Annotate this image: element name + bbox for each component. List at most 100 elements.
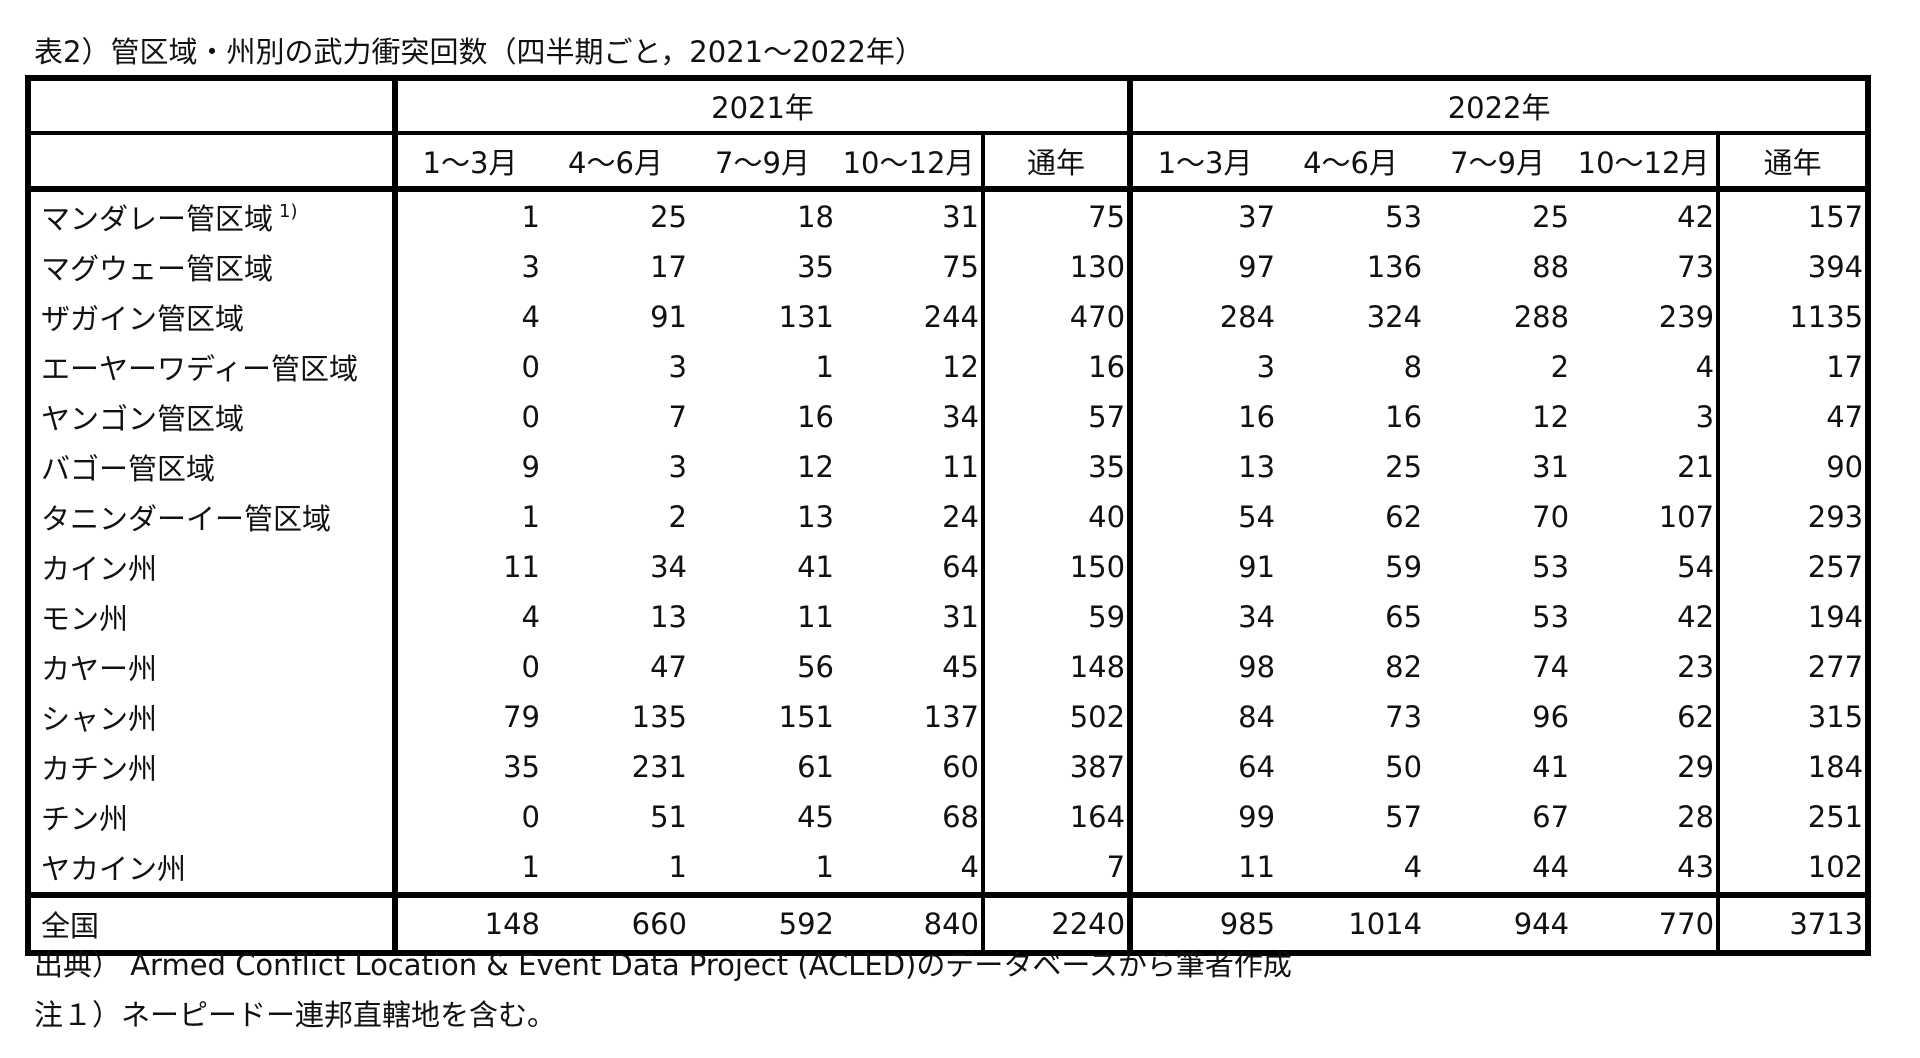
- quarter-cell: 25: [650, 200, 687, 234]
- region-label: マンダレー管区域 1): [28, 189, 395, 242]
- quarter-cell: 13: [797, 500, 834, 534]
- quarter-cell: 29: [1677, 750, 1715, 784]
- quarter-cell: 4: [960, 850, 979, 884]
- annual-cell: 150: [980, 542, 1131, 592]
- total-annual-cell: 2240: [980, 892, 1131, 953]
- region-name: モン州: [41, 602, 129, 636]
- quarter-cell: 4: [392, 292, 542, 342]
- quarter-cell: 135: [631, 700, 687, 734]
- quarter-cell: 3: [392, 242, 542, 292]
- quarter-cell: 31: [1532, 450, 1570, 484]
- annual-cell: 35: [980, 442, 1131, 492]
- annual-cell: 164: [980, 792, 1131, 842]
- footnote-marker: 1): [279, 201, 298, 222]
- annual-cell: 257: [1716, 542, 1869, 592]
- region-label: モン州: [28, 592, 395, 642]
- quarter-cell: 57: [1385, 800, 1423, 834]
- quarter-cell: 284: [1127, 292, 1278, 342]
- quarter-cell: 12: [1532, 400, 1570, 434]
- quarter-cell: 79: [392, 692, 542, 742]
- quarter-cell: 17: [650, 250, 687, 284]
- year-header-2022: 2022年: [1127, 78, 1869, 135]
- annual-cell: 315: [1716, 692, 1869, 742]
- quarter-cell: 98: [1127, 642, 1278, 692]
- quarter-header: 1～3月: [1127, 133, 1278, 192]
- table-row: カイン州 11 34 41 64 150 91 59 53 54 257: [28, 542, 1869, 592]
- quarter-cell: 42: [1677, 200, 1715, 234]
- quarter-cell: 3: [1695, 400, 1715, 434]
- corner-cell: [28, 133, 395, 192]
- quarter-cell: 288: [1513, 300, 1570, 334]
- annual-cell: 47: [1716, 392, 1869, 442]
- quarter-cell: 60: [942, 750, 979, 784]
- annual-cell: 470: [980, 292, 1131, 342]
- region-name: バゴー管区域: [41, 452, 216, 486]
- quarter-cell: 24: [942, 500, 979, 534]
- quarter-cell: 51: [650, 800, 687, 834]
- region-name: マンダレー管区域: [41, 202, 274, 236]
- quarter-cell: 151: [778, 700, 834, 734]
- annual-cell: 102: [1716, 842, 1869, 895]
- quarter-header-row: 1～3月 4～6月 7～9月 10～12月 通年 1～3月 4～6月 7～9月 …: [28, 133, 1869, 192]
- quarter-cell: 4: [1695, 350, 1715, 384]
- quarter-cell: 31: [942, 200, 979, 234]
- annual-cell: 75: [980, 189, 1131, 242]
- annual-cell: 502: [980, 692, 1131, 742]
- total-cell: 148: [392, 892, 542, 953]
- total-cell: 985: [1127, 892, 1278, 953]
- quarter-cell: 82: [1385, 650, 1423, 684]
- quarter-cell: 244: [923, 300, 979, 334]
- quarter-cell: 137: [923, 700, 979, 734]
- quarter-cell: 54: [1127, 492, 1278, 542]
- quarter-cell: 3: [668, 450, 687, 484]
- footnote: 注１）ネーピードー連邦直轄地を含む。: [34, 998, 557, 1032]
- quarter-cell: 11: [392, 542, 542, 592]
- total-annual-cell: 3713: [1716, 892, 1869, 953]
- quarter-cell: 0: [392, 342, 542, 392]
- quarter-cell: 4: [1403, 850, 1423, 884]
- region-name: カチン州: [41, 752, 158, 786]
- quarter-header: 4～6月: [542, 133, 689, 192]
- table-row: シャン州 79 135 151 137 502 84 73 96 62 315: [28, 692, 1869, 742]
- quarter-cell: 53: [1385, 200, 1423, 234]
- annual-header: 通年: [980, 133, 1131, 192]
- quarter-cell: 67: [1532, 800, 1570, 834]
- annual-cell: 387: [980, 742, 1131, 792]
- annual-cell: 194: [1716, 592, 1869, 642]
- quarter-cell: 75: [942, 250, 979, 284]
- region-name: エーヤーワディー管区域: [41, 352, 358, 386]
- year-header-2021: 2021年: [391, 78, 1131, 135]
- annual-cell: 57: [980, 392, 1131, 442]
- region-label: ザガイン管区域: [28, 292, 395, 342]
- quarter-cell: 107: [1658, 500, 1715, 534]
- quarter-cell: 53: [1532, 550, 1570, 584]
- table-row: チン州 0 51 45 68 164 99 57 67 28 251: [28, 792, 1869, 842]
- table-row: タニンダーイー管区域 1 2 13 24 40 54 62 70 107 293: [28, 492, 1869, 542]
- table-row: バゴー管区域 9 3 12 11 35 13 25 31 21 90: [28, 442, 1869, 492]
- quarter-cell: 91: [1127, 542, 1278, 592]
- quarter-cell: 13: [1127, 442, 1278, 492]
- quarter-cell: 73: [1385, 700, 1423, 734]
- quarter-cell: 31: [942, 600, 979, 634]
- region-name: シャン州: [41, 702, 158, 736]
- quarter-cell: 73: [1677, 250, 1715, 284]
- quarter-cell: 35: [392, 742, 542, 792]
- quarter-cell: 34: [1127, 592, 1278, 642]
- table-row: モン州 4 13 11 31 59 34 65 53 42 194: [28, 592, 1869, 642]
- quarter-cell: 50: [1385, 750, 1423, 784]
- quarter-cell: 74: [1532, 650, 1570, 684]
- region-name: ヤカイン州: [41, 852, 187, 886]
- table-row: カヤー州 0 47 56 45 148 98 82 74 23 277: [28, 642, 1869, 692]
- quarter-cell: 131: [778, 300, 834, 334]
- quarter-cell: 11: [942, 450, 979, 484]
- quarter-cell: 45: [797, 800, 834, 834]
- annual-cell: 90: [1716, 442, 1869, 492]
- annual-cell: 7: [980, 842, 1131, 895]
- region-label: マグウェー管区域: [28, 242, 395, 292]
- annual-cell: 148: [980, 642, 1131, 692]
- quarter-cell: 65: [1385, 600, 1423, 634]
- quarter-cell: 59: [1385, 550, 1423, 584]
- table-row: マグウェー管区域 3 17 35 75 130 97 136 88 73 394: [28, 242, 1869, 292]
- region-label: ヤカイン州: [28, 842, 395, 895]
- quarter-cell: 62: [1385, 500, 1423, 534]
